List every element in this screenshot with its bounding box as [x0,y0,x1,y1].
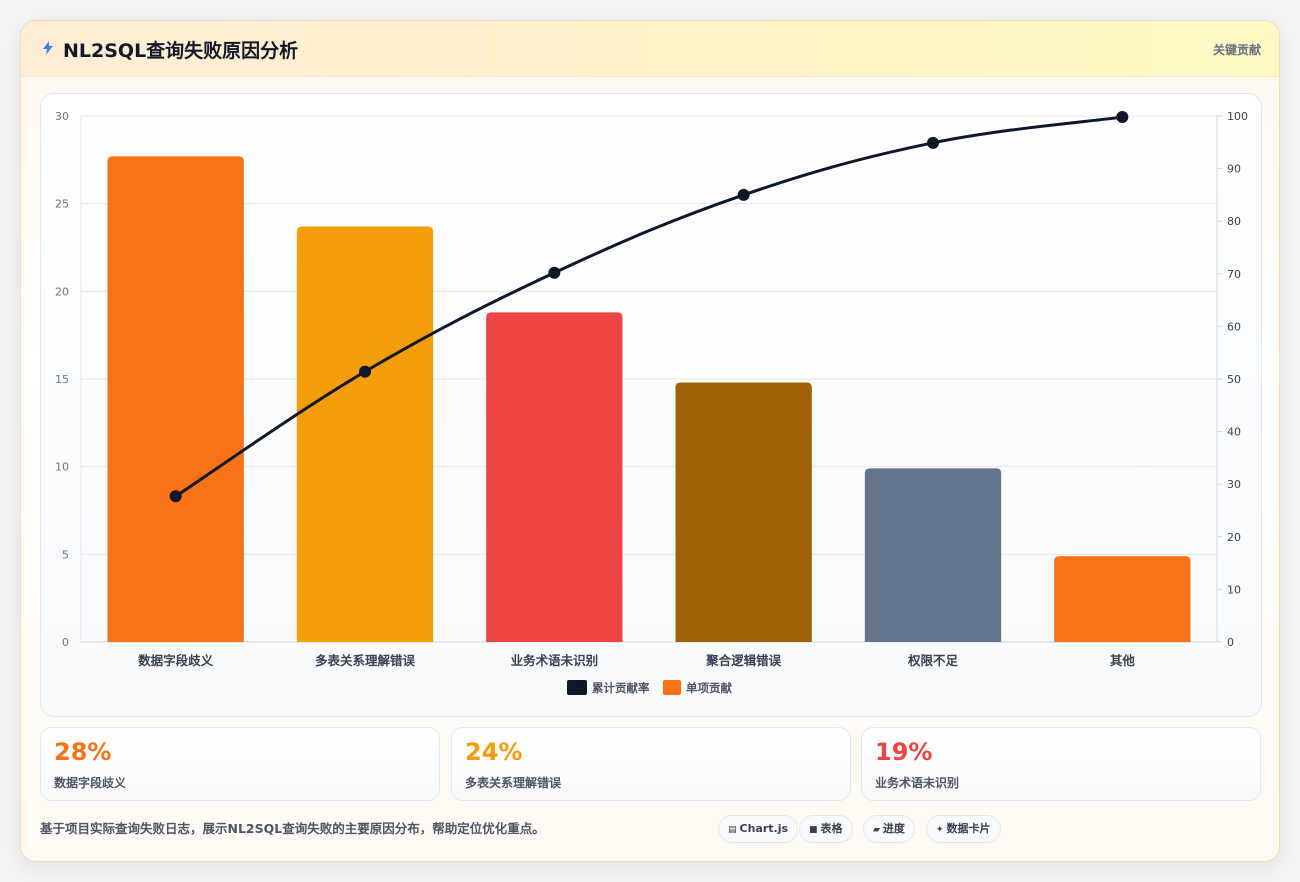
pill-table[interactable]: ■ 表格 [799,815,853,843]
y-left-tick-label: 20 [55,285,69,298]
stat-card-2: 24% 多表关系理解错误 [451,727,851,801]
chart-description: 基于项目实际查询失败日志，展示NL2SQL查询失败的主要原因分布，帮助定位优化重… [40,821,545,836]
bar [107,156,244,642]
y-left-tick-label: 25 [55,198,69,211]
pill-data-card[interactable]: ✦ 数据卡片 [926,815,1001,843]
y-right-tick-label: 80 [1227,215,1241,228]
table-icon: ■ [809,825,818,835]
bar [486,312,623,642]
y-right-tick-label: 90 [1227,163,1241,176]
pill-label: Chart.js [739,822,789,835]
bar [864,468,1002,642]
legend-swatch-line [567,680,587,695]
progress-icon: ▰ [873,825,880,835]
sparkle-icon: ✦ [936,825,944,835]
page-title: NL2SQL查询失败原因分析 [63,40,299,62]
stat-label: 数据字段歧义 [54,776,127,790]
y-left-tick-label: 10 [55,461,69,474]
y-left-tick-label: 5 [62,548,69,561]
y-right-tick-label: 50 [1227,373,1241,386]
y-right-tick-label: 70 [1227,268,1241,281]
pill-label: 表格 [820,822,843,835]
bar [675,382,812,642]
cumulative-point [737,188,750,201]
pill-chartjs[interactable]: ▤ Chart.js [718,815,799,843]
bar [296,226,434,642]
stat-card-3: 19% 业务术语未识别 [861,727,1261,801]
bar [1054,556,1191,642]
legend-label-line: 累计贡献率 [592,681,650,695]
cumulative-point [1116,111,1129,124]
analysis-card: NL2SQL查询失败原因分析 关键贡献 0 5 10 15 20 25 30 0 10 20 30 4… [20,20,1280,862]
legend-label-bar: 单项贡献 [686,681,732,695]
stat-label: 多表关系理解错误 [465,776,562,790]
cumulative-line [174,115,1123,498]
legend-swatch-bar [663,680,681,695]
y-right-tick-label: 0 [1227,636,1234,649]
y-left-tick-label: 0 [62,636,69,649]
y-left-tick-label: 15 [55,373,69,386]
stat-value: 19% [875,738,933,766]
stat-card-1: 28% 数据字段歧义 [40,727,440,801]
y-right-tick-label: 30 [1227,478,1241,491]
y-right-tick-label: 40 [1227,426,1241,439]
stat-label: 业务术语未识别 [875,776,960,790]
pill-label: 进度 [882,822,905,835]
pill-label: 数据卡片 [946,822,991,835]
x-tick-label: 多表关系理解错误 [315,653,416,668]
header-tag: 关键贡献 [1212,43,1261,57]
x-tick-label: 聚合逻辑错误 [705,653,782,668]
y-right-tick-label: 10 [1227,583,1241,596]
x-tick-label: 数据字段歧义 [137,653,214,668]
x-tick-label: 业务术语未识别 [511,653,599,668]
chart-panel: 0 5 10 15 20 25 30 0 10 20 30 40 50 60 70 80 90 100 数据字段歧义… [40,93,1262,717]
cumulative-point [359,365,371,378]
pareto-chart: 0 5 10 15 20 25 30 0 10 20 30 40 50 60 70 80 90 100 数据字段歧义… [55,110,1248,695]
card-header: NL2SQL查询失败原因分析 关键贡献 [21,21,1279,77]
x-tick-label: 其他 [1110,653,1136,668]
x-tick-label: 权限不足 [907,653,959,668]
y-right-tick-label: 100 [1227,110,1248,123]
chart-icon: ▤ [728,825,737,835]
cumulative-point [169,490,182,503]
stat-value: 28% [54,738,112,766]
cumulative-point [548,266,561,279]
y-right-tick-label: 60 [1227,320,1241,333]
cumulative-point [927,136,939,149]
pill-progress[interactable]: ▰ 进度 [863,815,915,843]
y-right-tick-label: 20 [1227,531,1241,544]
stat-value: 24% [465,738,523,766]
bolt-icon [43,41,53,55]
y-left-tick-label: 30 [55,110,69,123]
